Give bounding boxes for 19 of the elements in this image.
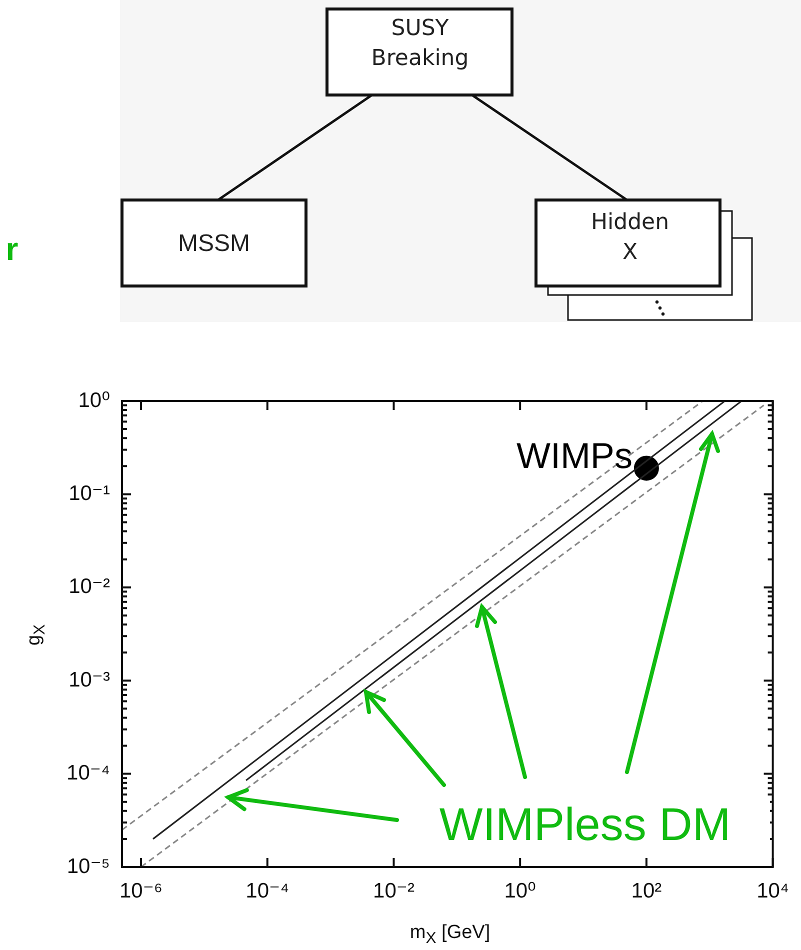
x-tick-label: 10⁴ (756, 879, 790, 902)
x-axis-title: m$_{X}$ [GeV] (408, 922, 492, 948)
y-tick-label: 10⁻² (68, 575, 110, 598)
x-tick-label: 10⁰ (504, 879, 536, 902)
x-tick-label: 10⁻⁶ (119, 879, 163, 902)
y-tick-label: 10⁻⁵ (66, 854, 110, 878)
series-label: WIMPs (516, 435, 632, 476)
y-tick-label: 10⁻¹ (68, 482, 110, 505)
x-tick-label: 10⁻⁴ (246, 879, 290, 902)
x-tick-label: 10² (631, 879, 662, 902)
text: r (4, 230, 20, 269)
text: SUSY Breaking (370, 15, 470, 73)
x-tick-label: 10⁻² (373, 879, 414, 902)
y-tick-label: 10⁻³ (68, 668, 110, 692)
y-tick-label: 10⁻⁴ (66, 762, 110, 785)
y-tick-label: 10⁰ (78, 388, 110, 412)
annotation: WIMPless DM (400, 798, 770, 850)
text: MSSM (177, 229, 251, 259)
text: Hidden X (590, 209, 670, 267)
